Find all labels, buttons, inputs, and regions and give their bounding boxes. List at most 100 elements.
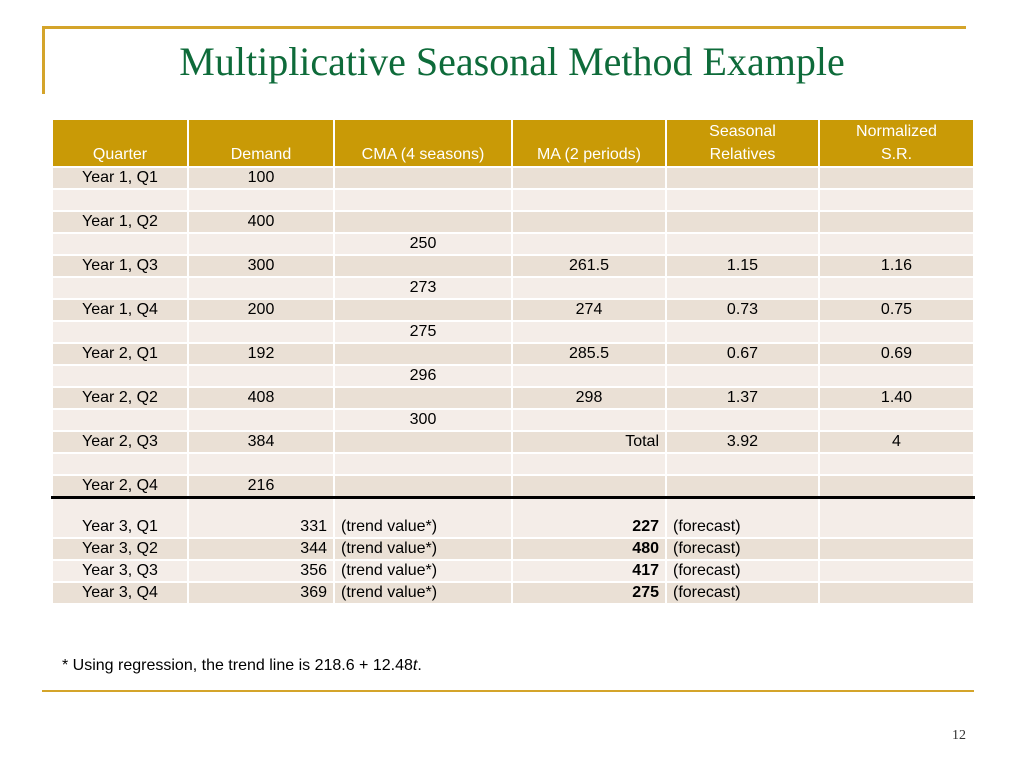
table-cell — [187, 232, 335, 256]
table-cell — [818, 559, 975, 583]
table-row: Year 2, Q4 216 — [51, 474, 975, 499]
table-cell — [818, 276, 975, 300]
table-cell: Year 1, Q1 — [51, 166, 189, 190]
footnote: * Using regression, the trend line is 21… — [62, 657, 422, 675]
table-cell: 300 — [333, 408, 513, 432]
table-cell — [665, 188, 820, 212]
table-cell: (forecast) — [665, 537, 820, 561]
table-cell — [818, 232, 975, 256]
header-seasonal-relatives: Seasonal Relatives — [665, 118, 820, 168]
table-cell — [818, 320, 975, 344]
table-row: Year 3, Q1 331 (trend value*) 227 (forecast) — [51, 496, 975, 539]
table-cell: Year 3, Q2 — [51, 537, 189, 561]
table-cell: 285.5 — [511, 342, 667, 366]
table-cell — [333, 474, 513, 499]
table-row: Year 3, Q2 344 (trend value*) 480 (forecast) — [51, 537, 975, 561]
table-cell: Year 1, Q3 — [51, 254, 189, 278]
table-cell — [333, 342, 513, 366]
table-cell: 369 — [187, 581, 335, 605]
table-cell: Total — [511, 430, 667, 454]
table-cell — [333, 254, 513, 278]
table-row: Year 1, Q1 100 — [51, 166, 975, 190]
header-normalized-sr: Normalized S.R. — [818, 118, 975, 168]
table-cell: (trend value*) — [333, 537, 513, 561]
table-cell: 275 — [511, 581, 667, 605]
table-cell: 0.75 — [818, 298, 975, 322]
table-row: Year 1, Q2 400 — [51, 210, 975, 234]
accent-rule-top — [42, 26, 966, 29]
table-cell — [511, 166, 667, 190]
table-cell: 273 — [333, 276, 513, 300]
table-cell: 384 — [187, 430, 335, 454]
table-row: Year 3, Q4 369 (trend value*) 275 (forecast) — [51, 581, 975, 605]
table-cell — [333, 452, 513, 476]
table-row: Year 2, Q2 408 298 1.37 1.40 — [51, 386, 975, 410]
table-cell: (forecast) — [665, 581, 820, 605]
table-row: 296 — [51, 364, 975, 388]
table-row: 273 — [51, 276, 975, 300]
table-cell: 200 — [187, 298, 335, 322]
seasonal-table: Quarter Demand CMA (4 seasons) MA (2 per… — [51, 118, 975, 605]
table-cell: Year 3, Q1 — [51, 496, 189, 539]
table-cell: 0.67 — [665, 342, 820, 366]
table-cell: Year 2, Q3 — [51, 430, 189, 454]
table-cell: (trend value*) — [333, 496, 513, 539]
table-cell — [665, 232, 820, 256]
table-cell — [665, 276, 820, 300]
table-cell — [511, 474, 667, 499]
table-cell — [51, 232, 189, 256]
table-cell — [187, 320, 335, 344]
table-cell: 227 — [511, 496, 667, 539]
table-cell: 1.15 — [665, 254, 820, 278]
table-row: 250 — [51, 232, 975, 256]
table-cell: Year 3, Q4 — [51, 581, 189, 605]
table-cell — [511, 320, 667, 344]
table-cell: 275 — [333, 320, 513, 344]
table-cell — [818, 210, 975, 234]
table-cell — [818, 166, 975, 190]
table-cell — [511, 408, 667, 432]
table-row: Year 1, Q3 300 261.5 1.15 1.16 — [51, 254, 975, 278]
table-cell — [818, 408, 975, 432]
table-cell: 274 — [511, 298, 667, 322]
table-cell: 3.92 — [665, 430, 820, 454]
header-ma: MA (2 periods) — [511, 118, 667, 168]
table-cell — [818, 452, 975, 476]
table-cell — [51, 452, 189, 476]
table-row — [51, 452, 975, 476]
footnote-text: * Using regression, the trend line is 21… — [62, 657, 413, 674]
table-cell: 356 — [187, 559, 335, 583]
table-cell: 250 — [333, 232, 513, 256]
table-cell — [511, 364, 667, 388]
table-cell — [333, 298, 513, 322]
table-cell — [51, 320, 189, 344]
table-cell — [333, 188, 513, 212]
table-cell — [818, 537, 975, 561]
footnote-variable: t — [412, 657, 418, 674]
table-cell: 261.5 — [511, 254, 667, 278]
table-row: Year 2, Q3 384 Total 3.92 4 — [51, 430, 975, 454]
table-cell: 400 — [187, 210, 335, 234]
table-row — [51, 188, 975, 212]
table-cell: (trend value*) — [333, 581, 513, 605]
table-cell — [665, 166, 820, 190]
table-cell: 4 — [818, 430, 975, 454]
table-cell: 417 — [511, 559, 667, 583]
table-cell — [511, 452, 667, 476]
table-cell — [187, 188, 335, 212]
table-cell — [333, 430, 513, 454]
table-cell — [333, 210, 513, 234]
table-cell — [51, 408, 189, 432]
table-cell: Year 2, Q2 — [51, 386, 189, 410]
table-cell — [665, 408, 820, 432]
page-number: 12 — [952, 728, 966, 743]
table-cell: Year 2, Q4 — [51, 474, 189, 499]
table-cell — [665, 474, 820, 499]
table-cell: 1.16 — [818, 254, 975, 278]
table-cell: Year 2, Q1 — [51, 342, 189, 366]
table-cell: 1.40 — [818, 386, 975, 410]
table-cell — [187, 452, 335, 476]
table-cell: (trend value*) — [333, 559, 513, 583]
table-cell — [51, 276, 189, 300]
table-cell: 298 — [511, 386, 667, 410]
